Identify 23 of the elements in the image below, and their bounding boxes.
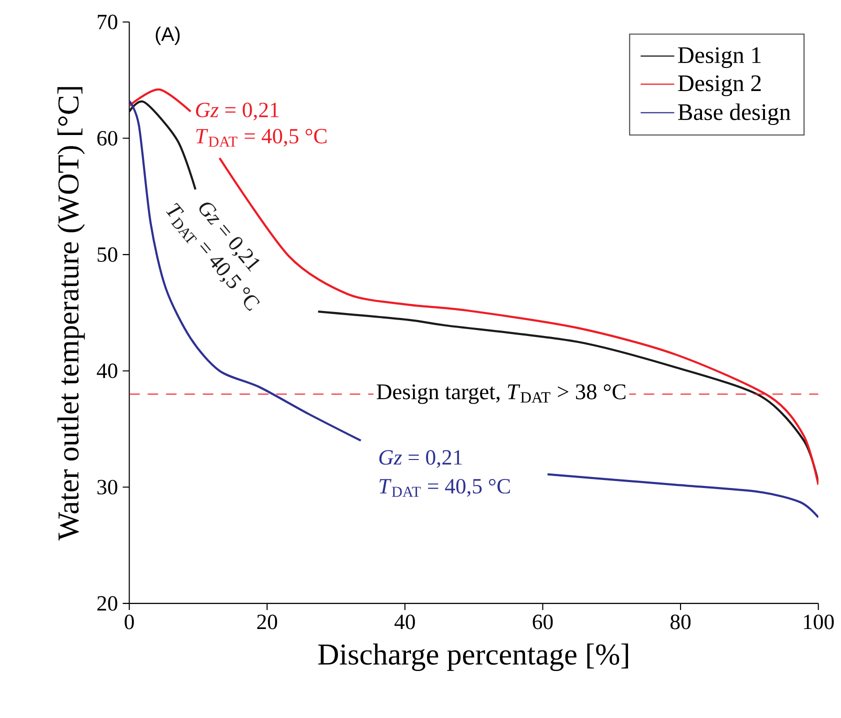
legend-label: Design 1	[678, 47, 761, 68]
chart-title: (A)	[156, 26, 180, 46]
y-tick-label: 40	[96, 364, 118, 378]
x-tick-label: 40	[394, 614, 415, 630]
y-axis-title: Water outlet temperature (WOT) [°C]	[57, 87, 85, 541]
annotation: T$_{DAT}$ = 40,5 °C	[380, 479, 510, 497]
x-tick-label: 100	[804, 614, 834, 630]
x-tick-label: 60	[532, 614, 553, 630]
annotation: Gz = 0,21	[379, 450, 462, 468]
y-tick-label: 20	[97, 596, 118, 611]
y-tick-label: 70	[98, 14, 118, 30]
x-tick-label: 80	[670, 614, 691, 630]
x-tick-label: 0	[124, 614, 134, 630]
legend-label: Base design	[678, 104, 791, 126]
ref-line-label: Design target, T$_{DAT}$ > 38 °C	[376, 384, 626, 404]
annotation: T$_{DAT}$ = 40,5 °C	[196, 129, 327, 147]
x-axis-title: Discharge percentage [%]	[318, 644, 628, 672]
y-tick-label: 30	[97, 480, 118, 495]
y-tick-label: 60	[97, 131, 118, 146]
legend-label: Design 2	[678, 76, 761, 96]
x-tick-label: 20	[257, 614, 278, 630]
y-tick-label: 50	[98, 247, 118, 262]
annotation: Gz = 0,21	[196, 102, 279, 121]
